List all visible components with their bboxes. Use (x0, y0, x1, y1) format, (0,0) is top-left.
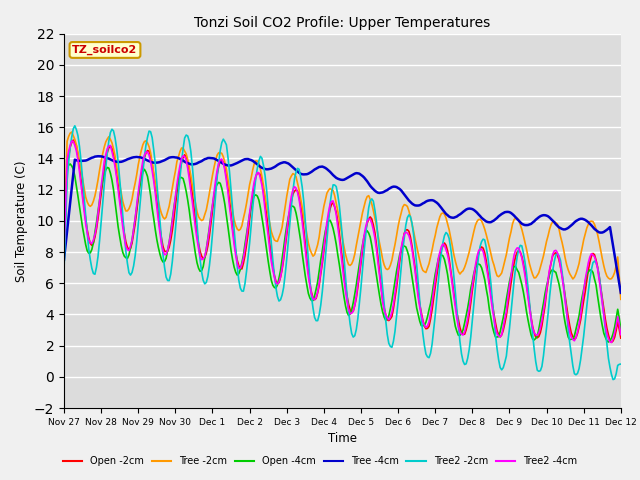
Tree -2cm (77, 167, 85, 173)
Tree -4cm (94, 153, 102, 159)
Tree -2cm (550, 219, 558, 225)
Open -4cm (617, 326, 625, 332)
Open -2cm (77, 177, 85, 183)
Tree -4cm (165, 155, 173, 161)
Tree -4cm (617, 290, 625, 296)
Tree2 -2cm (609, 377, 617, 383)
Line: Tree2 -4cm: Tree2 -4cm (64, 141, 621, 342)
Tree -2cm (165, 204, 173, 209)
Legend: Open -2cm, Tree -2cm, Open -4cm, Tree -4cm, Tree2 -2cm, Tree2 -4cm: Open -2cm, Tree -2cm, Open -4cm, Tree -4… (59, 453, 581, 470)
Tree2 -4cm (617, 332, 625, 337)
Tree -4cm (397, 188, 405, 193)
X-axis label: Time: Time (328, 432, 357, 445)
Open -2cm (608, 339, 616, 345)
Line: Open -2cm: Open -2cm (64, 140, 621, 342)
Tree -2cm (379, 256, 387, 262)
Line: Open -4cm: Open -4cm (64, 164, 621, 342)
Tree -4cm (60, 257, 68, 263)
Tree2 -2cm (410, 231, 417, 237)
Tree -2cm (617, 297, 625, 302)
Tree -4cm (379, 190, 387, 195)
Tree2 -4cm (608, 339, 616, 345)
Tree2 -4cm (77, 182, 85, 188)
Tree -4cm (76, 158, 83, 164)
Open -4cm (410, 284, 417, 290)
Tree2 -2cm (617, 361, 625, 367)
Title: Tonzi Soil CO2 Profile: Upper Temperatures: Tonzi Soil CO2 Profile: Upper Temperatur… (195, 16, 490, 30)
Open -2cm (165, 244, 173, 250)
Tree2 -4cm (550, 248, 558, 254)
Tree2 -2cm (165, 278, 173, 284)
Tree2 -4cm (165, 240, 173, 245)
Tree -2cm (60, 237, 68, 242)
Open -4cm (397, 247, 405, 252)
Open -2cm (397, 248, 405, 253)
Open -2cm (379, 297, 387, 302)
Open -2cm (69, 137, 77, 143)
Open -4cm (77, 214, 85, 220)
Tree2 -2cm (60, 267, 68, 273)
Tree2 -4cm (379, 298, 387, 304)
Open -4cm (60, 251, 68, 256)
Tree2 -2cm (71, 123, 79, 129)
Tree2 -4cm (60, 250, 68, 256)
Tree -2cm (68, 129, 76, 135)
Tree -4cm (410, 202, 417, 207)
Open -4cm (605, 339, 612, 345)
Line: Tree -2cm: Tree -2cm (64, 132, 621, 300)
Open -4cm (379, 309, 387, 314)
Tree2 -2cm (550, 258, 558, 264)
Tree -2cm (410, 228, 417, 234)
Tree -2cm (397, 210, 405, 216)
Tree2 -2cm (397, 264, 405, 270)
Open -4cm (165, 240, 173, 245)
Line: Tree2 -2cm: Tree2 -2cm (64, 126, 621, 380)
Open -2cm (410, 254, 417, 260)
Tree2 -4cm (410, 258, 417, 264)
Tree2 -4cm (397, 245, 405, 251)
Tree2 -4cm (68, 138, 76, 144)
Open -4cm (67, 161, 74, 167)
Text: TZ_soilco2: TZ_soilco2 (72, 45, 138, 55)
Tree -4cm (550, 219, 558, 225)
Tree2 -2cm (77, 157, 85, 163)
Open -2cm (550, 251, 558, 256)
Line: Tree -4cm: Tree -4cm (64, 156, 621, 293)
Open -2cm (60, 253, 68, 259)
Open -2cm (617, 335, 625, 341)
Y-axis label: Soil Temperature (C): Soil Temperature (C) (15, 160, 28, 282)
Open -4cm (550, 269, 558, 275)
Tree2 -2cm (379, 285, 387, 290)
